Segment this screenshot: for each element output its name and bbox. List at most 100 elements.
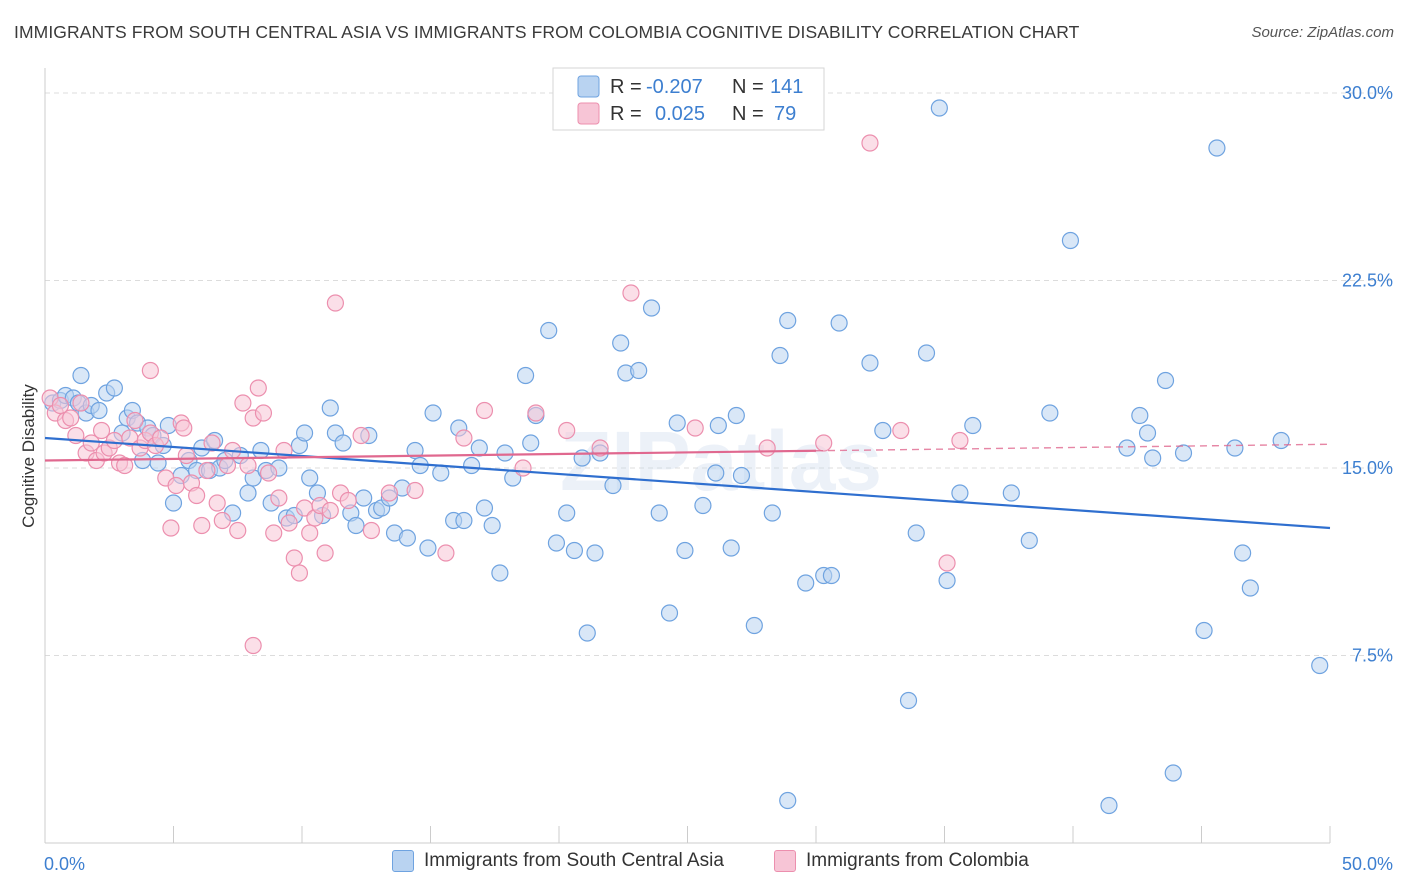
point-south-central-asia xyxy=(907,524,925,542)
point-colombia xyxy=(285,549,303,567)
point-south-central-asia xyxy=(930,99,948,117)
point-colombia xyxy=(339,491,357,510)
point-south-central-asia xyxy=(1156,371,1175,390)
point-colombia xyxy=(203,434,221,452)
point-colombia xyxy=(62,409,80,427)
point-colombia xyxy=(758,439,776,457)
point-south-central-asia xyxy=(347,516,365,535)
point-south-central-asia xyxy=(660,604,679,622)
point-colombia xyxy=(239,456,257,475)
legend-r-label: R = xyxy=(610,76,642,98)
point-south-central-asia xyxy=(642,299,661,317)
y-tick-label: 15.0% xyxy=(1342,458,1393,478)
point-colombia xyxy=(514,459,532,477)
point-south-central-asia xyxy=(676,541,694,560)
point-south-central-asia xyxy=(522,434,540,452)
point-colombia xyxy=(406,481,424,500)
point-colombia xyxy=(326,294,345,312)
point-south-central-asia xyxy=(491,564,509,582)
point-colombia xyxy=(162,519,180,537)
point-colombia xyxy=(815,434,833,452)
point-colombia xyxy=(198,461,216,480)
trend-lines xyxy=(44,436,1331,530)
point-south-central-asia xyxy=(1272,431,1290,450)
tick-labels: 7.5% 15.0% 22.5% 30.0% 0.0% 50.0% xyxy=(44,83,1393,874)
point-colombia xyxy=(270,489,288,507)
legend-swatch xyxy=(774,850,796,872)
point-south-central-asia xyxy=(951,484,969,502)
point-south-central-asia xyxy=(630,361,648,380)
point-south-central-asia xyxy=(1144,449,1162,467)
point-colombia xyxy=(208,494,226,512)
legend-box: R = -0.207 N = 141 R = 0.025 N = 79 xyxy=(552,67,825,131)
point-colombia xyxy=(437,544,455,562)
point-colombia xyxy=(51,396,70,415)
legend-r-value: 0.025 xyxy=(655,103,705,125)
legend-swatch-pink xyxy=(577,102,600,125)
point-south-central-asia xyxy=(72,366,90,385)
point-colombia xyxy=(265,524,283,542)
point-south-central-asia xyxy=(483,516,501,535)
point-colombia xyxy=(892,421,910,440)
point-colombia xyxy=(290,564,309,582)
point-south-central-asia xyxy=(722,539,740,557)
point-colombia xyxy=(249,379,267,397)
point-colombia xyxy=(362,521,380,540)
point-south-central-asia xyxy=(899,691,918,710)
point-colombia xyxy=(72,394,90,412)
point-south-central-asia xyxy=(727,406,745,425)
point-colombia xyxy=(193,516,211,535)
point-south-central-asia xyxy=(1061,231,1080,250)
point-south-central-asia xyxy=(1118,439,1136,457)
point-colombia xyxy=(254,404,273,422)
point-south-central-asia xyxy=(586,544,604,562)
point-south-central-asia xyxy=(917,344,936,362)
point-colombia xyxy=(234,394,252,412)
point-south-central-asia xyxy=(874,421,892,440)
point-south-central-asia xyxy=(1241,579,1259,597)
point-colombia xyxy=(92,421,111,440)
point-colombia xyxy=(82,434,100,452)
legend-r-value: -0.207 xyxy=(646,76,703,98)
point-south-central-asia xyxy=(604,476,622,495)
point-south-central-asia xyxy=(164,494,183,512)
point-colombia xyxy=(938,554,956,572)
legend-swatch-blue xyxy=(577,75,600,98)
point-south-central-asia xyxy=(612,334,630,352)
point-south-central-asia xyxy=(470,439,488,457)
point-colombia xyxy=(105,431,123,450)
point-south-central-asia xyxy=(1234,544,1252,562)
point-south-central-asia xyxy=(779,311,797,330)
point-south-central-asia xyxy=(406,441,424,460)
bottom-legend: Immigrants from South Central Asia Immig… xyxy=(0,850,1406,880)
point-south-central-asia xyxy=(1226,439,1244,457)
point-south-central-asia xyxy=(1041,404,1059,422)
axes xyxy=(44,68,1331,844)
point-colombia xyxy=(455,429,473,447)
point-south-central-asia xyxy=(540,321,558,340)
point-south-central-asia xyxy=(355,489,373,507)
point-south-central-asia xyxy=(822,566,841,585)
source-credit: Source: ZipAtlas.com xyxy=(1251,24,1394,41)
point-colombia xyxy=(686,419,704,437)
y-axis-title: Cognitive Disability xyxy=(19,384,38,528)
x-tick-label: 50.0% xyxy=(1342,854,1393,874)
point-colombia xyxy=(141,361,159,380)
point-south-central-asia xyxy=(779,791,797,810)
point-colombia xyxy=(591,439,609,457)
chart-title: IMMIGRANTS FROM SOUTH CENTRAL ASIA VS IM… xyxy=(14,22,1080,42)
point-colombia xyxy=(175,419,193,437)
legend-item-south-central-asia: Immigrants from South Central Asia xyxy=(392,850,724,872)
point-south-central-asia xyxy=(455,511,473,530)
grid xyxy=(45,92,1392,656)
point-colombia xyxy=(218,456,237,475)
point-colombia xyxy=(177,446,195,465)
point-colombia xyxy=(244,636,262,655)
point-south-central-asia xyxy=(252,441,270,460)
point-south-central-asia xyxy=(771,346,789,365)
point-south-central-asia xyxy=(547,534,566,552)
point-colombia xyxy=(301,524,319,542)
legend-r-label: R = xyxy=(610,103,642,125)
point-south-central-asia xyxy=(1138,424,1157,442)
